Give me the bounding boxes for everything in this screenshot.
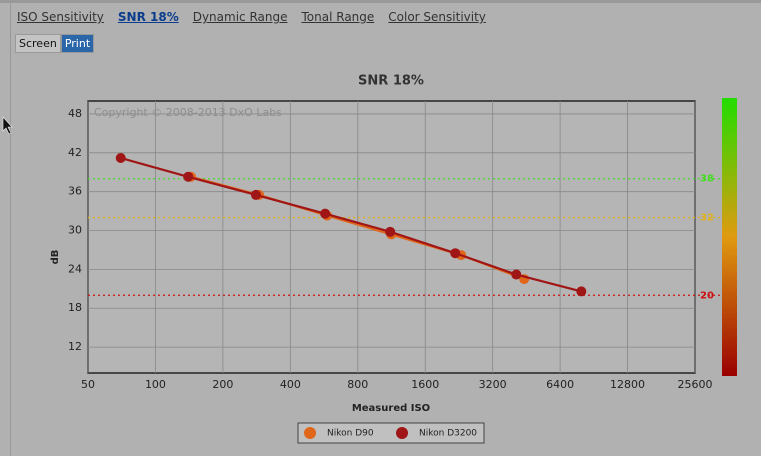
x-tick-label: 200 — [212, 378, 233, 391]
x-tick-label: 400 — [280, 378, 301, 391]
legend-label: Nikon D3200 — [419, 429, 477, 439]
x-tick-label: 50 — [81, 378, 95, 391]
reference-label: 38 — [700, 174, 714, 185]
x-tick-label: 12800 — [610, 378, 645, 391]
tab[interactable]: ISO Sensitivity — [17, 10, 104, 24]
y-tick-label: 30 — [68, 224, 82, 237]
data-point — [511, 269, 522, 280]
side-rule — [10, 0, 11, 456]
x-tick-label: 100 — [145, 378, 166, 391]
y-tick-label: 48 — [68, 107, 82, 120]
x-tick-label: 800 — [347, 378, 368, 391]
legend-marker — [304, 427, 316, 439]
view-buttons: Screen Print — [15, 34, 95, 53]
series-line — [120, 156, 582, 293]
data-point — [320, 208, 331, 219]
tabs: ISO Sensitivity SNR 18% Dynamic Range Tonal… — [17, 10, 500, 24]
view-button[interactable]: Print — [60, 34, 95, 53]
data-point — [450, 248, 461, 259]
y-axis-label: dB — [50, 250, 61, 265]
reference-label: 20 — [700, 290, 714, 301]
x-tick-label: 3200 — [479, 378, 507, 391]
tab[interactable]: Color Sensitivity — [388, 10, 486, 24]
tab[interactable]: SNR 18% — [117, 10, 179, 24]
view-button[interactable]: Screen — [15, 34, 61, 53]
x-axis-label: Measured ISO — [352, 403, 430, 414]
y-tick-label: 36 — [68, 185, 82, 198]
y-tick-label: 12 — [68, 340, 82, 353]
y-tick-label: 24 — [68, 262, 82, 275]
top-strip — [0, 0, 761, 3]
cursor — [2, 116, 13, 135]
chart-title: SNR 18% — [358, 74, 424, 89]
color-scale — [722, 98, 737, 376]
data-point — [183, 171, 194, 182]
watermark: Copyright © 2008-2013 DxO Labs — [94, 106, 282, 119]
legend-marker — [396, 427, 408, 439]
y-tick-label: 42 — [68, 146, 82, 159]
x-tick-label: 25600 — [678, 378, 713, 391]
data-point — [250, 189, 261, 200]
data-point — [576, 286, 587, 297]
legend-box — [297, 422, 485, 444]
data-point — [385, 226, 396, 237]
x-tick-label: 1600 — [411, 378, 439, 391]
x-tick-label: 6400 — [546, 378, 574, 391]
reference-label: 32 — [700, 213, 714, 224]
y-tick-label: 18 — [68, 301, 82, 314]
data-point — [115, 152, 126, 163]
tab[interactable]: Dynamic Range — [192, 10, 288, 24]
tab[interactable]: Tonal Range — [301, 10, 375, 24]
legend-label: Nikon D90 — [327, 429, 374, 439]
